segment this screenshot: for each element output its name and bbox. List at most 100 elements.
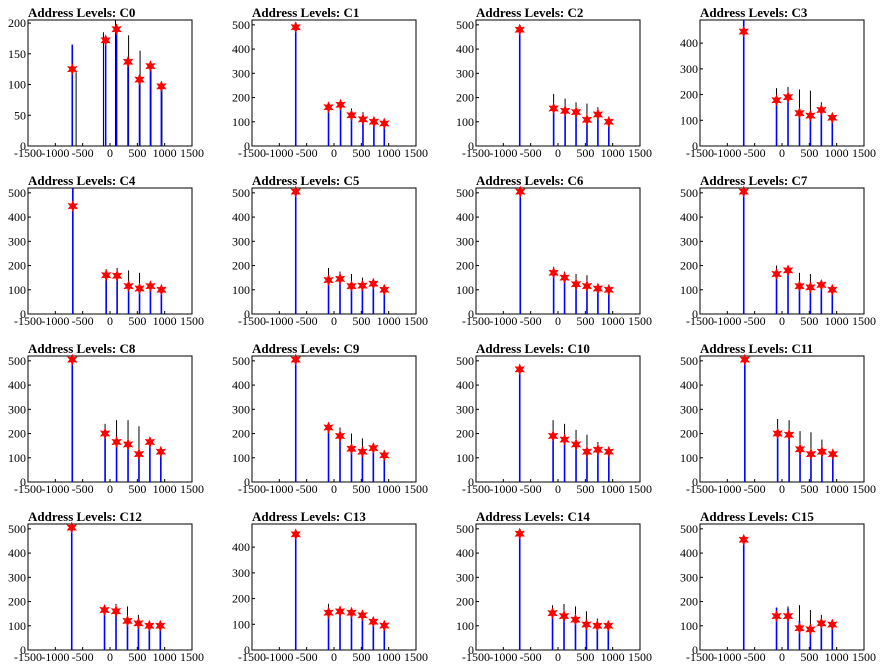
peak-marker	[559, 104, 571, 118]
histogram-panel: 0 100 200 300 400 500 -1500 -1000 -500 0 500 1000 15…	[672, 168, 896, 336]
peak-marker	[826, 283, 838, 296]
histogram-bar	[775, 101, 778, 146]
plot-frame	[475, 355, 641, 483]
x-tick-label: -1500	[686, 650, 714, 664]
panel-title: Address Levels: C11	[700, 341, 814, 356]
peak-marker	[110, 605, 122, 618]
x-tick-label: 0	[779, 482, 785, 496]
x-tick-label: -1000	[41, 314, 69, 328]
histogram-bar	[70, 526, 73, 650]
peak-marker	[290, 353, 302, 366]
y-tick-label: 300	[456, 234, 474, 248]
x-tick-label: -500	[520, 314, 542, 328]
panel-title: Address Levels: C6	[476, 173, 584, 188]
histogram-plot: 0 100 200 300 400 500 -1500 -1000 -500 0 500 1000 15…	[8, 521, 204, 664]
panel-title: Address Levels: C1	[252, 5, 360, 20]
plot-frame	[27, 19, 193, 147]
histogram-bar	[596, 624, 599, 650]
y-tick-label: 300	[680, 570, 698, 584]
x-tick-label: 500	[800, 146, 818, 160]
peak-marker	[738, 533, 750, 546]
histogram-panel: 0 100 200 300 400 500 -1500 -1000 -500 0 500 1000 15…	[224, 336, 448, 504]
x-tick-label: -1500	[238, 650, 266, 664]
peak-marker	[805, 109, 816, 122]
histogram-bar	[350, 448, 353, 482]
x-tick-label: -1000	[489, 146, 517, 160]
plot-frame	[475, 19, 641, 147]
peak-marker	[581, 113, 593, 127]
peak-marker	[816, 103, 827, 117]
histogram-plot: 0 100 200 300 400 500 -1500 -1000 -500 0 500 1000 15…	[456, 18, 652, 160]
histogram-bar	[104, 433, 106, 482]
y-tick-label: 400	[232, 210, 250, 224]
x-tick-label: -1500	[686, 482, 714, 496]
peak-marker	[323, 606, 334, 619]
y-tick-label: 500	[456, 18, 474, 32]
peak-marker	[323, 273, 334, 287]
panel-title: Address Levels: C13	[252, 509, 366, 524]
histogram-bar	[552, 435, 554, 482]
histogram-plot: 0 100 200 300 400 500 -1500 -1000 -500 0 500 1000 15…	[232, 185, 428, 328]
y-tick-label: 500	[680, 186, 698, 200]
y-tick-label: 0	[20, 139, 26, 153]
peak-marker	[771, 609, 782, 623]
x-tick-label: -1500	[462, 314, 490, 328]
peak-marker	[816, 445, 828, 458]
histogram-bar	[821, 450, 823, 482]
peak-marker	[346, 279, 357, 293]
histogram-bar	[586, 119, 588, 146]
histogram-bar	[160, 289, 163, 314]
peak-marker	[592, 443, 604, 456]
histogram-panel: 0 100 200 300 400 500 -1500 -1000 -500 0 500 1000 15…	[672, 504, 896, 672]
histogram-panel: 0 100 200 300 400 -1500 -1000 -500 0 500 1000 1500 A…	[672, 0, 896, 168]
histogram-bar	[72, 188, 74, 314]
histogram-plot: 0 100 200 300 400 -1500 -1000 -500 0 500 1000 1500	[232, 523, 428, 664]
x-tick-label: 500	[352, 146, 370, 160]
histogram-plot: 0 100 200 300 400 500 -1500 -1000 -500 0 500 1000 15…	[8, 186, 204, 328]
histogram-bar	[788, 434, 790, 482]
peak-marker	[514, 363, 526, 376]
peak-marker	[592, 619, 603, 632]
x-tick-label: 1500	[852, 314, 876, 328]
histogram-bar	[798, 284, 801, 314]
peak-marker	[378, 449, 390, 462]
x-tick-label: 1000	[377, 314, 401, 328]
x-tick-label: 1500	[404, 146, 428, 160]
peak-marker	[570, 105, 582, 119]
peak-marker	[592, 108, 604, 121]
histogram-bar	[597, 114, 599, 146]
peak-marker	[592, 282, 604, 295]
histogram-bar	[607, 625, 610, 650]
plot-frame	[27, 523, 193, 651]
x-tick-label: 1500	[180, 146, 204, 160]
peak-marker	[111, 269, 123, 282]
peak-marker	[99, 427, 111, 440]
histogram-plot: 0 100 200 300 400 500 -1500 -1000 -500 0 500 1000 15…	[8, 353, 204, 496]
y-tick-label: 400	[680, 210, 698, 224]
histogram-bar	[159, 625, 162, 650]
histogram-bar	[563, 438, 566, 482]
y-tick-label: 400	[8, 210, 26, 224]
y-tick-label: 400	[456, 378, 474, 392]
peak-marker	[794, 279, 805, 293]
peak-marker	[290, 528, 302, 541]
histogram-bar	[115, 26, 118, 146]
x-tick-label: -1500	[238, 314, 266, 328]
y-tick-label: 200	[232, 259, 250, 273]
histogram-bar	[339, 103, 342, 146]
plot-frame	[251, 355, 417, 483]
y-tick-label: 150	[8, 47, 26, 61]
x-tick-label: 1500	[852, 146, 876, 160]
x-tick-label: -1000	[713, 314, 741, 328]
plot-frame	[699, 355, 865, 483]
x-tick-label: -500	[744, 146, 766, 160]
x-tick-label: -500	[296, 650, 318, 664]
peak-marker	[378, 283, 390, 296]
y-tick-label: 0	[468, 307, 474, 321]
peak-marker	[805, 623, 816, 636]
x-tick-label: -1000	[41, 482, 69, 496]
x-tick-label: 500	[128, 482, 146, 496]
histogram-bar	[350, 115, 353, 146]
x-tick-label: 500	[128, 650, 146, 664]
peak-marker	[334, 272, 346, 286]
